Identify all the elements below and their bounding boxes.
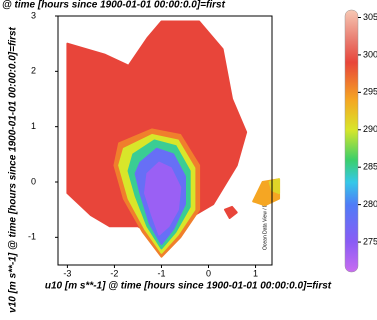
colorbar-tick-label: 280 <box>363 199 377 209</box>
x-tick-label: 1 <box>253 268 258 278</box>
y-tick-label: 3 <box>31 10 36 20</box>
y-tick-label: -1 <box>28 232 36 242</box>
y-tick-label: 0 <box>31 176 36 186</box>
x-tick-label: -3 <box>63 268 71 278</box>
colorbar-tick-label: 290 <box>363 124 377 134</box>
chart-title: @ time [hours since 1900-01-01 00:00:0.0… <box>2 0 226 11</box>
contour-region <box>223 205 238 219</box>
plot-frame <box>57 15 273 266</box>
watermark: Ocean Data View / DIVA <box>262 195 268 250</box>
contour-region <box>144 161 182 236</box>
x-axis-label: u10 [m s**-1] @ time [hours since 1900-0… <box>45 281 332 292</box>
colorbar-tick-label: 305 <box>363 12 377 22</box>
colorbar-tick-label: 300 <box>363 49 377 59</box>
colorbar-tick-label: 285 <box>363 162 377 172</box>
y-tick-label: 1 <box>31 121 36 131</box>
colorbar-tick-label: 275 <box>363 236 377 246</box>
colorbar <box>344 9 359 273</box>
y-tick-label: 2 <box>31 66 36 76</box>
x-tick-label: -2 <box>110 268 118 278</box>
y-axis-label: v10 [m s**-1] @ time [hours since 1900-0… <box>8 26 19 312</box>
colorbar-tick-label: 295 <box>363 87 377 97</box>
x-tick-label: 0 <box>206 268 211 278</box>
x-tick-label: -1 <box>157 268 165 278</box>
